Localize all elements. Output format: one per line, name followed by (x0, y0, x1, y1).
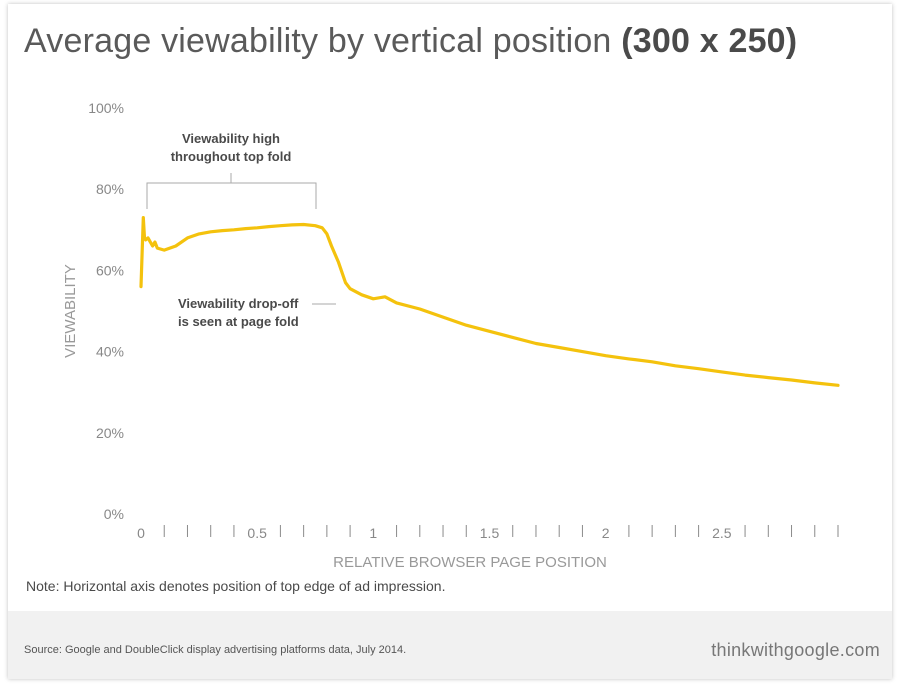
x-tick-label: 1 (369, 525, 377, 541)
annotation-text: is seen at page fold (178, 314, 299, 329)
infographic-card (8, 4, 892, 679)
annotation-bracket (146, 173, 317, 209)
x-tick-label: 0.5 (247, 525, 267, 541)
annotation-text: Viewability high (182, 131, 280, 146)
y-tick-label: 80% (96, 181, 124, 197)
source-text: Source: Google and DoubleClick display a… (24, 644, 407, 656)
footer-bar (8, 611, 892, 679)
viewability-series-line (139, 216, 840, 387)
chart-title: Average viewability by vertical position… (24, 22, 797, 61)
x-tick-label: 0 (137, 525, 145, 541)
axis-note: Note: Horizontal axis denotes position o… (26, 578, 446, 594)
y-axis-title: VIEWABILITY (62, 264, 79, 358)
line-chart: 0% 20% 40% 60% 80% 100% 0 0.5 1 1.5 2 2.5 RELATIVE B… (62, 100, 840, 571)
y-tick-label: 60% (96, 262, 124, 278)
x-tick-label: 1.5 (480, 525, 500, 541)
y-tick-label: 20% (96, 425, 124, 441)
annotation-text: Viewability drop-off (178, 296, 299, 311)
brand-logo: thinkwithgoogle.com (711, 640, 880, 660)
annotation-text: throughout top fold (171, 149, 292, 164)
y-tick-label: 0% (104, 506, 124, 522)
chart-title-main: Average viewability by vertical position (24, 22, 612, 60)
y-tick-label: 100% (88, 100, 124, 116)
chart-title-bold: (300 x 250) (621, 22, 798, 60)
x-tick-label: 2 (602, 525, 610, 541)
y-tick-label: 40% (96, 344, 124, 360)
x-tick-label: 2.5 (712, 525, 732, 541)
x-axis-title: RELATIVE BROWSER PAGE POSITION (333, 554, 607, 571)
